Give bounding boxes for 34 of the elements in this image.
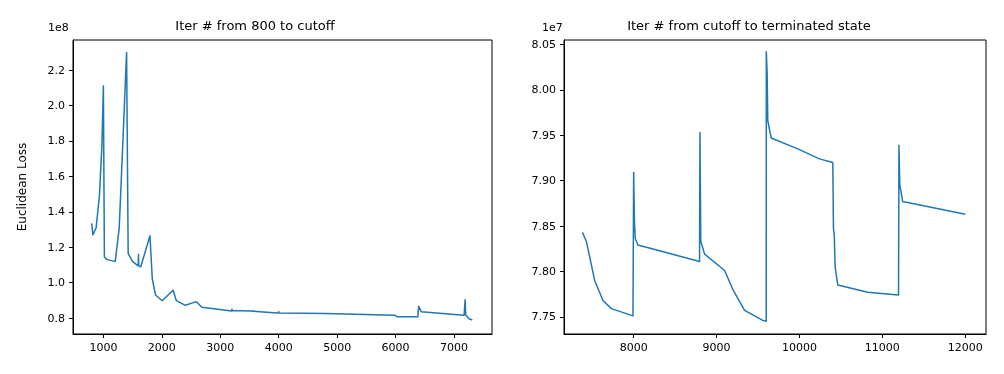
y-tick-label: 7.85 bbox=[531, 219, 556, 233]
x-tick-label: 9000 bbox=[702, 341, 731, 354]
y-tick-label: 1.4 bbox=[47, 205, 65, 219]
y-tick-label: 7.95 bbox=[531, 128, 556, 142]
y-tick-label: 7.75 bbox=[531, 310, 556, 324]
x-tick-label: 3000 bbox=[206, 341, 235, 354]
line-series bbox=[90, 51, 474, 321]
y-tick-label: 7.90 bbox=[531, 174, 556, 188]
x-tick-label: 7000 bbox=[440, 341, 469, 354]
x-tick-label: 5000 bbox=[323, 341, 352, 354]
y-tick-label: 0.8 bbox=[47, 311, 65, 325]
y-tick-label: 2.2 bbox=[47, 63, 65, 77]
line-series bbox=[581, 51, 967, 323]
text: 1e8 bbox=[48, 21, 69, 34]
y-tick-label: 1.6 bbox=[47, 169, 65, 183]
y-tick-label: 1.8 bbox=[47, 134, 65, 148]
y-axis-title: Euclidean Loss bbox=[15, 142, 29, 232]
x-tick-label: 10000 bbox=[781, 341, 817, 354]
y-tick-label: 8.05 bbox=[531, 38, 556, 52]
y-tick-label: 8.00 bbox=[531, 83, 556, 97]
y-tick-label: 2.0 bbox=[47, 99, 65, 113]
text: 1e7 bbox=[542, 21, 563, 34]
x-tick-label: 12000 bbox=[947, 341, 983, 354]
y-tick-label: 7.80 bbox=[531, 264, 556, 278]
chart-title: Iter # from 800 to cutoff bbox=[175, 18, 336, 33]
y-tick-label: 1.0 bbox=[47, 276, 65, 290]
x-tick-label: 2000 bbox=[147, 341, 176, 354]
x-tick-label: 8000 bbox=[619, 341, 648, 354]
chart-title: Iter # from cutoff to terminated state bbox=[627, 18, 871, 33]
x-tick-label: 4000 bbox=[264, 341, 293, 354]
x-tick-label: 1000 bbox=[89, 341, 118, 354]
y-tick-label: 1.2 bbox=[47, 240, 65, 254]
x-tick-label: 11000 bbox=[864, 341, 900, 354]
x-tick-label: 6000 bbox=[381, 341, 410, 354]
